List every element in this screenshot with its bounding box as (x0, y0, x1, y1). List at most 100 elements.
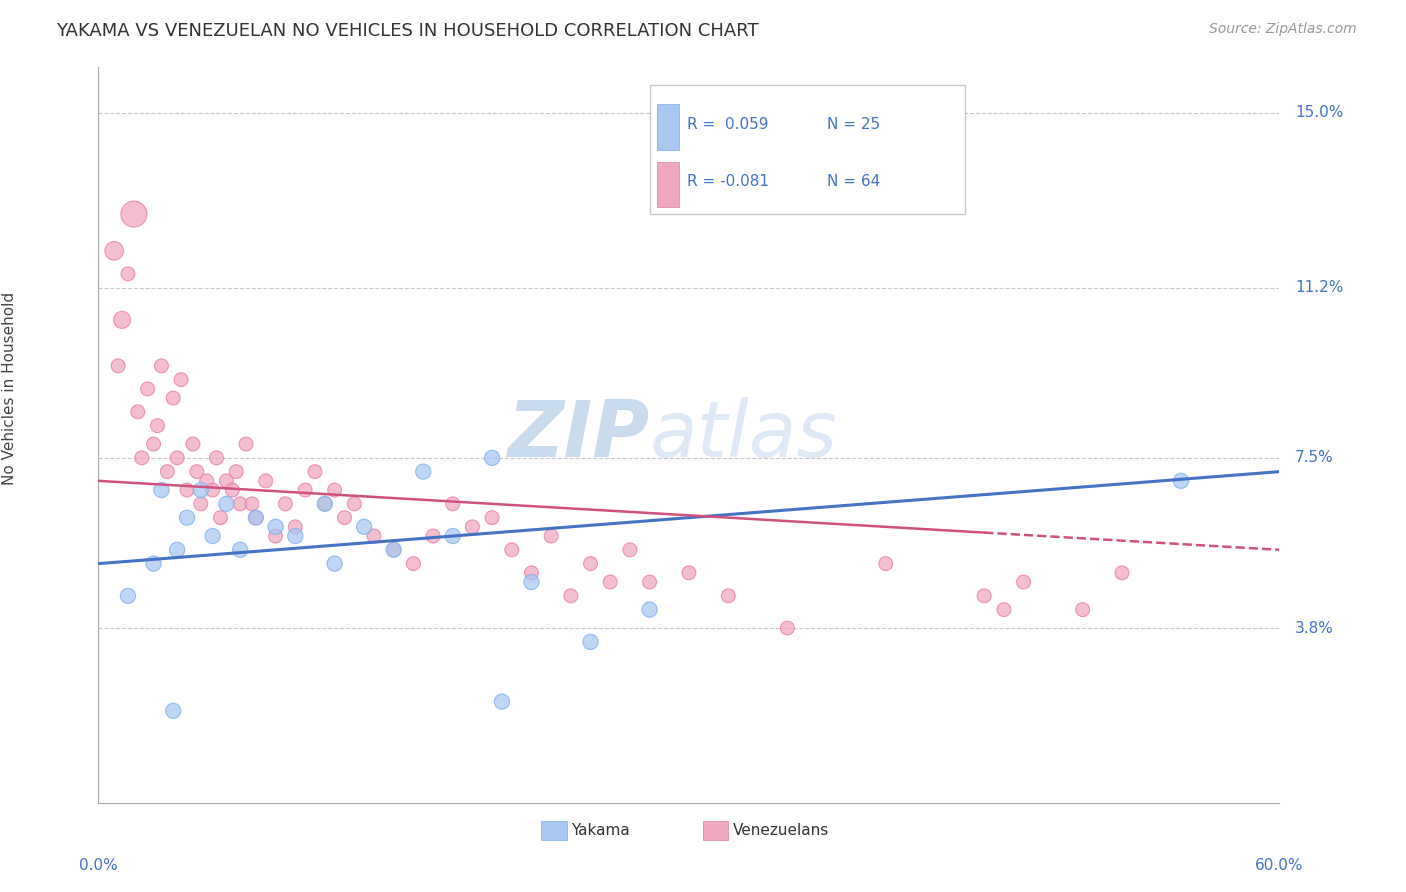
Point (142, 437, 165, 451)
Point (441, 529, 464, 543)
Point (441, 497, 464, 511)
Point (176, 483, 198, 497)
Point (323, 483, 346, 497)
Point (678, 566, 700, 580)
Point (491, 695, 513, 709)
Point (190, 497, 212, 511)
Point (294, 483, 316, 497)
Point (107, 359, 129, 373)
Point (201, 529, 224, 543)
Point (142, 557, 165, 571)
Text: 3.8%: 3.8% (1295, 621, 1334, 635)
Point (520, 566, 543, 580)
Point (229, 497, 252, 511)
Point (221, 483, 243, 497)
Point (111, 313, 134, 327)
Text: 15.0%: 15.0% (1295, 105, 1344, 120)
Text: 60.0%: 60.0% (1256, 858, 1303, 873)
Point (284, 520, 307, 534)
Point (776, 621, 799, 635)
Point (579, 557, 602, 571)
Point (501, 542, 523, 557)
Point (481, 510, 503, 524)
Point (579, 635, 602, 649)
Point (323, 557, 346, 571)
Point (103, 244, 125, 258)
Point (599, 575, 621, 590)
Point (638, 602, 661, 616)
Point (314, 497, 336, 511)
Point (215, 497, 238, 511)
Point (131, 450, 153, 465)
Point (264, 520, 287, 534)
Point (127, 405, 149, 419)
Point (176, 510, 198, 524)
FancyBboxPatch shape (658, 161, 679, 207)
FancyBboxPatch shape (658, 104, 679, 150)
Point (284, 529, 307, 543)
Point (150, 359, 173, 373)
Point (240, 497, 263, 511)
Point (209, 510, 232, 524)
Point (412, 465, 434, 479)
Point (363, 529, 385, 543)
Point (254, 474, 277, 488)
Point (156, 465, 179, 479)
Text: Venezuelans: Venezuelans (733, 823, 828, 838)
Point (245, 510, 267, 524)
Point (1111, 566, 1133, 580)
Point (215, 474, 238, 488)
Point (201, 483, 224, 497)
Point (560, 589, 582, 603)
Point (146, 418, 169, 433)
Point (162, 704, 184, 718)
Text: N = 25: N = 25 (827, 117, 880, 132)
Point (382, 542, 405, 557)
Text: Yakama: Yakama (571, 823, 630, 838)
Point (150, 483, 173, 497)
Point (1170, 474, 1192, 488)
Point (1071, 602, 1094, 616)
Point (136, 382, 159, 396)
Point (422, 529, 444, 543)
Point (1012, 575, 1035, 590)
Point (619, 542, 641, 557)
Text: YAKAMA VS VENEZUELAN NO VEHICLES IN HOUSEHOLD CORRELATION CHART: YAKAMA VS VENEZUELAN NO VEHICLES IN HOUS… (56, 22, 759, 40)
Text: ZIP: ZIP (508, 397, 650, 473)
Point (195, 474, 218, 488)
Text: No Vehicles in Household: No Vehicles in Household (3, 293, 17, 485)
Point (166, 450, 188, 465)
Text: 7.5%: 7.5% (1295, 450, 1334, 466)
Point (235, 437, 257, 451)
Point (245, 510, 267, 524)
Point (875, 557, 897, 571)
Point (170, 373, 193, 387)
Point (481, 450, 503, 465)
Point (402, 557, 425, 571)
Point (117, 589, 139, 603)
Point (314, 497, 336, 511)
Point (520, 575, 543, 590)
Point (973, 589, 995, 603)
Point (166, 542, 188, 557)
Point (993, 602, 1015, 616)
Point (229, 542, 252, 557)
Point (205, 450, 228, 465)
Point (264, 529, 287, 543)
Point (117, 267, 139, 281)
Point (181, 437, 204, 451)
Text: atlas: atlas (650, 397, 838, 473)
Text: 0.0%: 0.0% (79, 858, 118, 873)
Point (461, 520, 484, 534)
Text: Source: ZipAtlas.com: Source: ZipAtlas.com (1209, 22, 1357, 37)
Text: N = 64: N = 64 (827, 174, 880, 189)
Point (540, 529, 562, 543)
Point (304, 465, 326, 479)
Point (274, 497, 297, 511)
Text: 11.2%: 11.2% (1295, 280, 1344, 295)
Point (162, 391, 184, 405)
Point (122, 207, 145, 221)
Point (333, 510, 356, 524)
Point (717, 589, 740, 603)
Point (343, 497, 366, 511)
